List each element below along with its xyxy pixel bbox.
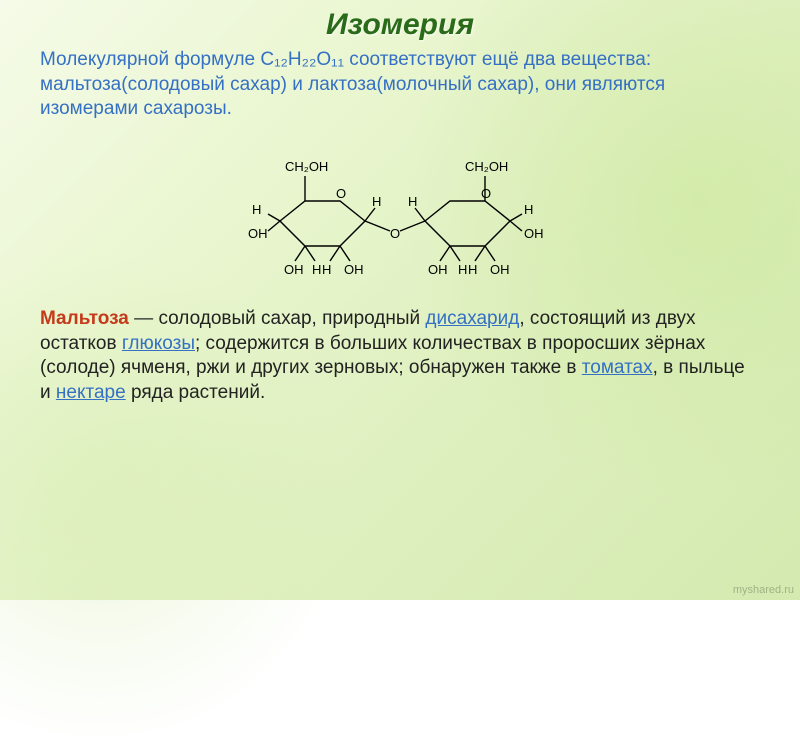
- label-oh: OH: [428, 262, 448, 277]
- label-h: H: [468, 262, 477, 277]
- label-oh: OH: [284, 262, 304, 277]
- text-segment: — солодовый сахар, природный: [129, 308, 426, 329]
- ring-o-right: O: [481, 186, 491, 201]
- bridge-o: O: [390, 226, 400, 241]
- link-tomatoes[interactable]: томатах: [582, 357, 653, 378]
- label-oh: OH: [524, 226, 544, 241]
- label-h: H: [458, 262, 467, 277]
- maltose-name: Мальтоза: [40, 308, 129, 329]
- ch2oh-right: CH₂OH: [465, 159, 508, 174]
- link-glucose[interactable]: глюкозы: [122, 333, 195, 354]
- link-nectar[interactable]: нектаре: [56, 382, 126, 403]
- label-h: H: [524, 202, 533, 217]
- label-h: H: [372, 194, 381, 209]
- structure-diagram: O O CH₂OH CH₂OH O H OH OH H H OH H H OH …: [40, 126, 760, 301]
- label-h: H: [252, 202, 261, 217]
- link-disaccharide[interactable]: дисахарид: [425, 308, 519, 329]
- label-h: H: [408, 194, 417, 209]
- intro-text: Молекулярной формуле C₁₂H₂₂O₁₁ соответст…: [40, 48, 760, 122]
- ring-o-left: O: [336, 186, 346, 201]
- label-oh: OH: [344, 262, 364, 277]
- maltose-paragraph: Мальтоза — солодовый сахар, природный ди…: [40, 307, 760, 406]
- watermark: myshared.ru: [733, 584, 794, 596]
- label-h: H: [312, 262, 321, 277]
- label-oh: OH: [490, 262, 510, 277]
- label-oh: OH: [248, 226, 268, 241]
- text-segment: ряда растений.: [126, 382, 266, 403]
- ch2oh-left: CH₂OH: [285, 159, 328, 174]
- page-title: Изомерия: [40, 8, 760, 42]
- label-h: H: [322, 262, 331, 277]
